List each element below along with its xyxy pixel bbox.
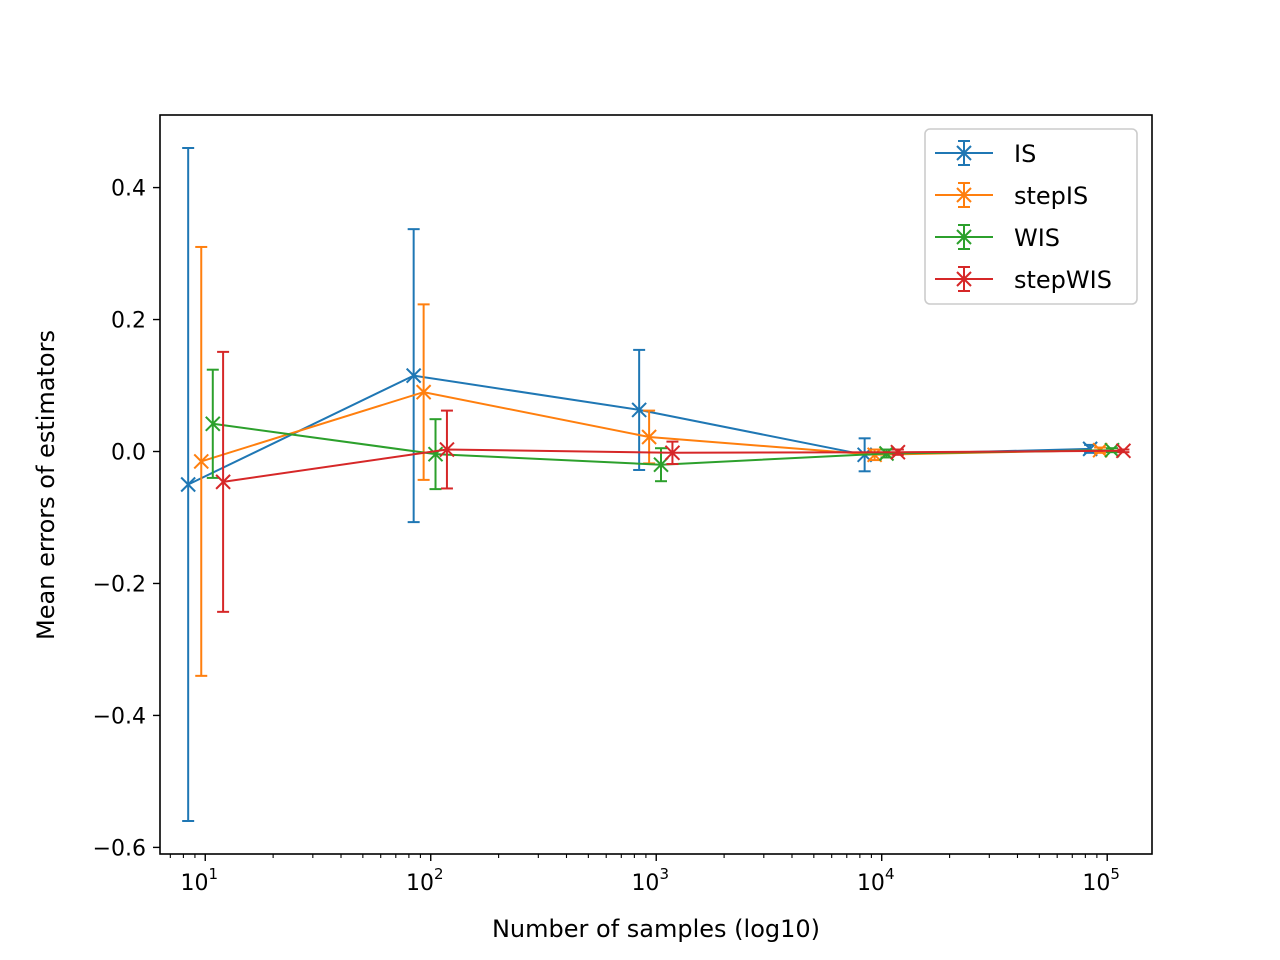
y-tick-label: −0.4 bbox=[93, 704, 146, 729]
data-point bbox=[405, 367, 422, 384]
data-point bbox=[215, 474, 231, 490]
y-axis-label: Mean errors of estimators bbox=[32, 330, 60, 640]
marker-stroke bbox=[641, 429, 657, 445]
legend-marker bbox=[956, 187, 972, 203]
legend-label: stepWIS bbox=[1014, 266, 1112, 294]
marker-stroke bbox=[956, 145, 972, 161]
marker-stroke bbox=[405, 367, 422, 384]
data-point bbox=[439, 441, 455, 458]
marker-stroke bbox=[439, 441, 455, 458]
marker-stroke bbox=[215, 474, 231, 490]
marker-stroke bbox=[956, 229, 972, 245]
marker-stroke bbox=[415, 384, 432, 400]
legend-label: WIS bbox=[1014, 224, 1060, 252]
legend-marker bbox=[956, 145, 972, 161]
x-tick-label: 102 bbox=[406, 865, 444, 896]
marker-stroke bbox=[1115, 443, 1132, 459]
x-tick-label: 103 bbox=[631, 865, 669, 896]
x-tick-label: 105 bbox=[1082, 865, 1120, 896]
x-tick-label: 101 bbox=[180, 865, 218, 896]
y-tick-label: 0.2 bbox=[111, 309, 146, 334]
marker-stroke bbox=[205, 416, 221, 432]
marker-stroke bbox=[631, 402, 647, 418]
data-point bbox=[664, 445, 681, 461]
y-tick-label: −0.6 bbox=[93, 836, 146, 861]
marker-stroke bbox=[180, 476, 196, 493]
x-axis-label: Number of samples (log10) bbox=[492, 915, 820, 943]
legend-label: stepIS bbox=[1014, 182, 1088, 210]
legend-marker bbox=[956, 229, 972, 245]
series-layer bbox=[180, 146, 1132, 823]
x-tick-label: 104 bbox=[857, 865, 895, 896]
marker-stroke bbox=[956, 187, 972, 203]
legend-item-IS: IS bbox=[935, 140, 1036, 168]
data-point bbox=[415, 384, 432, 400]
y-axis-ticks: 0.4 0.2 0.0 −0.2 −0.4 −0.6 bbox=[93, 177, 160, 861]
data-point bbox=[1115, 443, 1132, 459]
data-point bbox=[890, 444, 906, 460]
legend-label: IS bbox=[1014, 140, 1036, 168]
y-tick-label: 0.0 bbox=[111, 441, 146, 466]
marker-stroke bbox=[664, 445, 681, 461]
y-tick-label: −0.2 bbox=[93, 572, 146, 597]
marker-stroke bbox=[956, 271, 972, 287]
x-axis-ticks: 101 102 103 104 105 bbox=[180, 854, 1120, 896]
data-point bbox=[205, 416, 221, 432]
data-point bbox=[641, 429, 657, 445]
legend-item-stepIS: stepIS bbox=[935, 182, 1088, 210]
data-point bbox=[193, 453, 209, 470]
legend-item-WIS: WIS bbox=[935, 224, 1060, 252]
marker-stroke bbox=[878, 445, 895, 462]
legend-item-stepWIS: stepWIS bbox=[935, 266, 1112, 294]
data-point bbox=[631, 402, 647, 418]
data-point bbox=[180, 476, 196, 493]
plot-frame bbox=[159, 114, 1153, 855]
y-tick-label: 0.4 bbox=[111, 177, 146, 202]
legend: IS stepIS WIS stepWIS bbox=[924, 128, 1138, 305]
marker-stroke bbox=[890, 444, 906, 460]
legend-marker bbox=[956, 271, 972, 287]
series-stepWIS bbox=[215, 350, 1132, 613]
marker-stroke bbox=[193, 453, 209, 470]
legend-box bbox=[924, 128, 1138, 305]
